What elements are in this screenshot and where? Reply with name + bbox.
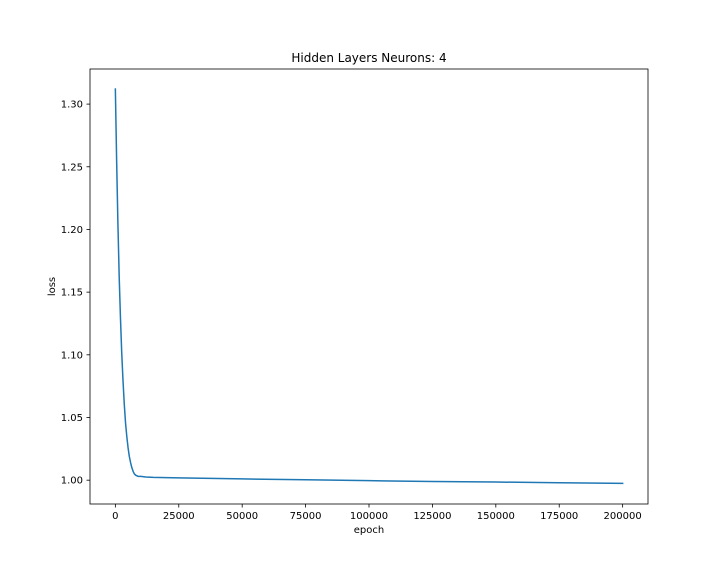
- y-axis-label: loss: [47, 277, 58, 296]
- y-tick-label: 1.25: [61, 162, 83, 173]
- x-tick-label: 25000: [163, 511, 195, 522]
- y-axis-ticks: 1.00 1.05 1.10 1.15 1.20 1.25 1.30: [61, 100, 90, 487]
- y-tick-label: 1.20: [61, 225, 83, 236]
- chart-title: Hidden Layers Neurons: 4: [291, 51, 446, 65]
- x-axis-ticks: 0 25000 50000 75000 100000 125000 150000 175000…: [112, 504, 642, 522]
- x-tick-label: 125000: [413, 511, 451, 522]
- x-tick-label: 100000: [350, 511, 388, 522]
- y-tick-label: 1.30: [61, 100, 83, 111]
- y-tick-label: 1.05: [61, 413, 83, 424]
- x-tick-label: 0: [112, 511, 118, 522]
- x-axis-label: epoch: [354, 525, 384, 536]
- series-line-0: [114, 88, 624, 485]
- x-tick-label: 175000: [540, 511, 578, 522]
- plot-content: [114, 88, 624, 485]
- y-tick-label: 1.00: [61, 476, 83, 487]
- x-tick-label: 150000: [477, 511, 515, 522]
- y-tick-label: 1.10: [61, 350, 83, 361]
- y-tick-label: 1.15: [61, 288, 83, 299]
- x-tick-label: 50000: [226, 511, 258, 522]
- x-tick-label: 200000: [604, 511, 642, 522]
- x-tick-label: 75000: [290, 511, 322, 522]
